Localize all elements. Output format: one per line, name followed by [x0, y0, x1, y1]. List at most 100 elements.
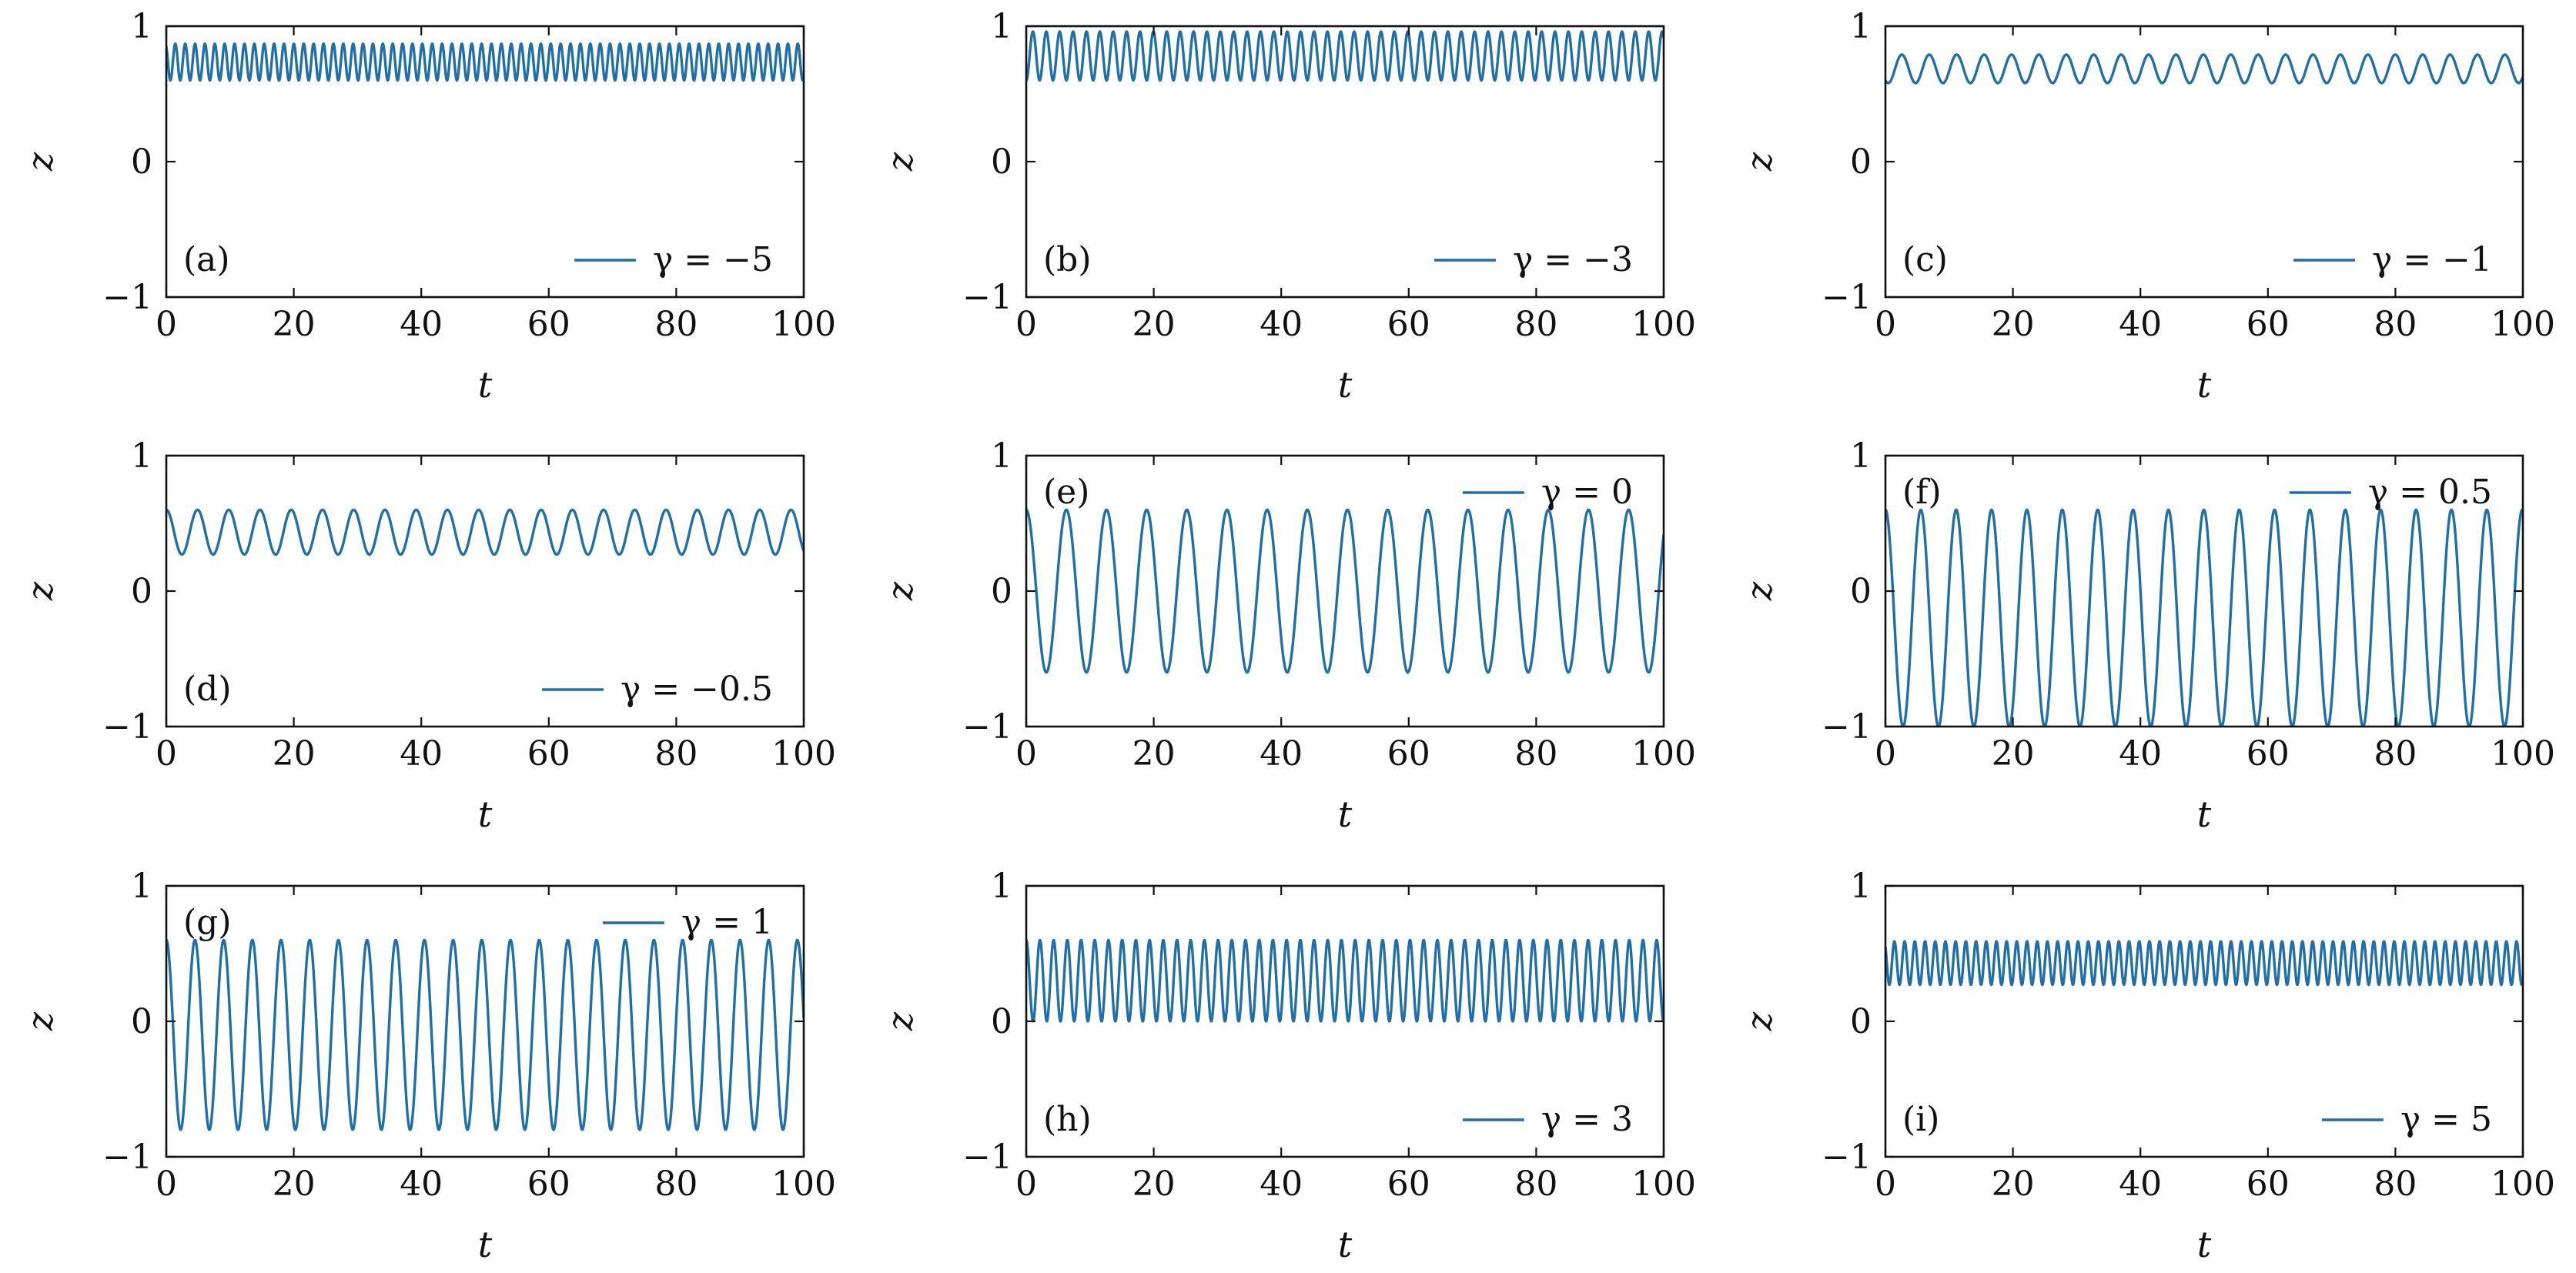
- y-axis-label: z: [1738, 1011, 1780, 1031]
- x-tick-label: 60: [2246, 305, 2290, 344]
- series-line: [166, 938, 804, 1131]
- y-tick-label: 1: [1850, 867, 1872, 906]
- legend-label: γ = 0.5: [2368, 473, 2492, 512]
- y-tick-label: 1: [131, 7, 152, 46]
- legend-label: γ = 0: [1541, 473, 1633, 512]
- y-tick-label: −1: [1822, 1138, 1872, 1177]
- y-tick-label: 0: [1850, 1002, 1872, 1041]
- y-tick-label: 1: [131, 436, 152, 476]
- panel-label: (g): [183, 903, 232, 942]
- panel-label: (a): [183, 240, 230, 279]
- y-axis-label: z: [879, 152, 921, 172]
- y-tick-label: 0: [131, 572, 152, 611]
- series-line: [1026, 30, 1664, 82]
- y-tick-label: 0: [1850, 142, 1872, 182]
- y-axis-label: z: [1738, 581, 1780, 601]
- x-tick-label: 80: [2374, 1164, 2417, 1204]
- x-tick-label: 100: [2491, 305, 2555, 344]
- x-tick-label: 0: [1875, 734, 1896, 773]
- y-tick-label: 1: [991, 867, 1012, 906]
- y-tick-label: −1: [962, 707, 1012, 747]
- series-line: [1026, 508, 1664, 674]
- legend-label: γ = 1: [681, 903, 773, 942]
- y-axis-label: z: [879, 581, 921, 601]
- legend-label: γ = −5: [653, 240, 773, 279]
- legend-label: γ = −0.5: [621, 670, 773, 709]
- x-axis-label: t: [478, 794, 493, 835]
- x-tick-label: 40: [2119, 734, 2162, 773]
- x-tick-label: 40: [1260, 305, 1303, 344]
- x-tick-label: 40: [2119, 1164, 2162, 1204]
- legend-label: γ = 3: [1541, 1100, 1633, 1139]
- y-axis-label: z: [879, 1011, 921, 1031]
- y-tick-label: 0: [131, 142, 152, 182]
- x-tick-label: 0: [1015, 734, 1037, 773]
- y-tick-label: 1: [991, 436, 1012, 476]
- x-tick-label: 20: [1132, 305, 1176, 344]
- x-tick-label: 80: [654, 1164, 698, 1204]
- legend-label: γ = −3: [1513, 240, 1633, 279]
- y-tick-label: 1: [131, 867, 152, 906]
- x-tick-label: 60: [1387, 305, 1430, 344]
- series-line: [166, 508, 804, 556]
- panel-label: (f): [1902, 473, 1942, 512]
- x-axis-label: t: [2197, 364, 2212, 406]
- x-tick-label: 40: [1260, 734, 1303, 773]
- y-tick-label: −1: [1822, 278, 1872, 317]
- y-tick-label: −1: [102, 278, 152, 317]
- x-axis-label: t: [478, 1224, 493, 1265]
- legend-label: γ = 5: [2400, 1100, 2492, 1139]
- x-tick-label: 60: [527, 305, 570, 344]
- x-tick-label: 40: [400, 734, 443, 773]
- x-tick-label: 40: [400, 305, 443, 344]
- x-tick-label: 80: [2374, 305, 2417, 344]
- x-tick-label: 80: [1514, 734, 1557, 773]
- legend-label: γ = −1: [2372, 240, 2492, 279]
- series-line: [166, 42, 804, 82]
- x-tick-label: 20: [1992, 734, 2035, 773]
- panel-label: (i): [1902, 1100, 1939, 1139]
- x-tick-label: 100: [1631, 1164, 1696, 1204]
- x-tick-label: 0: [156, 734, 177, 773]
- y-axis-label: z: [19, 581, 61, 601]
- x-tick-label: 100: [1631, 305, 1696, 344]
- y-tick-label: 0: [991, 572, 1012, 611]
- x-tick-label: 60: [527, 1164, 570, 1204]
- x-tick-label: 100: [1631, 734, 1696, 773]
- y-tick-label: 0: [1850, 572, 1872, 611]
- y-tick-label: 1: [991, 7, 1012, 46]
- y-tick-label: −1: [962, 1138, 1012, 1177]
- x-tick-label: 40: [2119, 305, 2162, 344]
- x-tick-label: 20: [1992, 1164, 2035, 1204]
- x-tick-label: 60: [2246, 734, 2290, 773]
- x-tick-label: 0: [1015, 1164, 1037, 1204]
- series-line: [1885, 940, 2523, 987]
- x-tick-label: 0: [156, 305, 177, 344]
- x-axis-label: t: [2197, 794, 2212, 835]
- x-axis-label: t: [2197, 1224, 2212, 1265]
- x-tick-label: 100: [771, 1164, 836, 1204]
- y-tick-label: −1: [102, 707, 152, 747]
- x-tick-label: 60: [1387, 1164, 1430, 1204]
- x-tick-label: 20: [273, 1164, 316, 1204]
- y-axis-label: z: [19, 1011, 61, 1031]
- panel-label: (b): [1043, 240, 1092, 279]
- x-tick-label: 80: [654, 305, 698, 344]
- y-tick-label: −1: [102, 1138, 152, 1177]
- panel-label: (h): [1043, 1100, 1092, 1139]
- x-tick-label: 0: [1875, 1164, 1896, 1204]
- series-line: [1026, 938, 1664, 1023]
- y-axis-label: z: [1738, 152, 1780, 172]
- x-tick-label: 0: [1875, 305, 1896, 344]
- y-tick-label: 0: [131, 1002, 152, 1041]
- x-tick-label: 100: [2491, 1164, 2555, 1204]
- x-tick-label: 80: [654, 734, 698, 773]
- x-tick-label: 40: [400, 1164, 443, 1204]
- x-tick-label: 0: [1015, 305, 1037, 344]
